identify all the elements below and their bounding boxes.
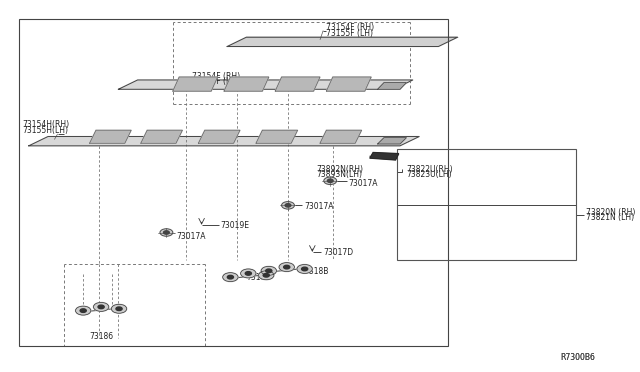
Text: 73017A: 73017A bbox=[349, 179, 378, 187]
Circle shape bbox=[285, 203, 291, 207]
Text: 73822U(RH): 73822U(RH) bbox=[406, 165, 453, 174]
Circle shape bbox=[76, 306, 91, 315]
Circle shape bbox=[282, 202, 294, 209]
Polygon shape bbox=[224, 77, 269, 91]
Circle shape bbox=[261, 266, 276, 275]
Text: 73017A: 73017A bbox=[176, 232, 205, 241]
Text: 73186: 73186 bbox=[90, 332, 114, 341]
Bar bbox=[19, 19, 448, 346]
Text: 73017D: 73017D bbox=[323, 248, 353, 257]
Circle shape bbox=[98, 305, 104, 309]
Polygon shape bbox=[370, 153, 399, 160]
Circle shape bbox=[80, 309, 86, 312]
Circle shape bbox=[279, 263, 294, 272]
Circle shape bbox=[266, 269, 272, 273]
Polygon shape bbox=[256, 130, 298, 143]
Circle shape bbox=[164, 231, 169, 234]
Circle shape bbox=[263, 273, 269, 277]
Polygon shape bbox=[378, 83, 406, 89]
Polygon shape bbox=[29, 137, 419, 146]
Text: 73155H(LH): 73155H(LH) bbox=[22, 126, 68, 135]
Text: 73017A: 73017A bbox=[304, 202, 333, 211]
Text: 73155F (LH): 73155F (LH) bbox=[326, 29, 373, 38]
Polygon shape bbox=[90, 130, 131, 143]
Text: 73892N(RH): 73892N(RH) bbox=[317, 165, 364, 174]
Text: 73154F (RH): 73154F (RH) bbox=[326, 23, 374, 32]
Text: 7318B: 7318B bbox=[246, 273, 271, 282]
Circle shape bbox=[111, 304, 127, 313]
Text: R7300B6: R7300B6 bbox=[560, 353, 595, 362]
Text: 73821N (LH): 73821N (LH) bbox=[586, 213, 634, 222]
Polygon shape bbox=[378, 138, 406, 144]
Polygon shape bbox=[141, 130, 182, 143]
Text: R7300B6: R7300B6 bbox=[560, 353, 595, 362]
Circle shape bbox=[160, 229, 173, 236]
Polygon shape bbox=[118, 80, 413, 89]
Circle shape bbox=[116, 307, 122, 311]
Polygon shape bbox=[275, 77, 320, 91]
Circle shape bbox=[284, 265, 290, 269]
Circle shape bbox=[328, 179, 333, 182]
Text: 73893N(LH): 73893N(LH) bbox=[317, 170, 363, 179]
Polygon shape bbox=[320, 130, 362, 143]
Circle shape bbox=[297, 264, 312, 273]
Text: 7318B: 7318B bbox=[304, 267, 328, 276]
Bar bbox=[397, 149, 576, 260]
Text: 73823U(LH): 73823U(LH) bbox=[406, 170, 452, 179]
Circle shape bbox=[324, 177, 337, 185]
Text: 73154H(RH): 73154H(RH) bbox=[22, 120, 70, 129]
Text: 73155F (LH): 73155F (LH) bbox=[192, 77, 239, 86]
Text: 73154F (RH): 73154F (RH) bbox=[192, 72, 240, 81]
Polygon shape bbox=[198, 130, 240, 143]
Text: 73820N (RH): 73820N (RH) bbox=[586, 208, 635, 217]
Circle shape bbox=[93, 302, 109, 311]
Circle shape bbox=[241, 269, 256, 278]
Circle shape bbox=[245, 272, 252, 275]
Circle shape bbox=[301, 267, 308, 271]
Circle shape bbox=[223, 273, 238, 282]
Polygon shape bbox=[227, 37, 458, 46]
Circle shape bbox=[259, 271, 274, 280]
Polygon shape bbox=[173, 77, 218, 91]
Circle shape bbox=[227, 275, 234, 279]
Polygon shape bbox=[326, 77, 371, 91]
Text: 73019E: 73019E bbox=[221, 221, 250, 230]
